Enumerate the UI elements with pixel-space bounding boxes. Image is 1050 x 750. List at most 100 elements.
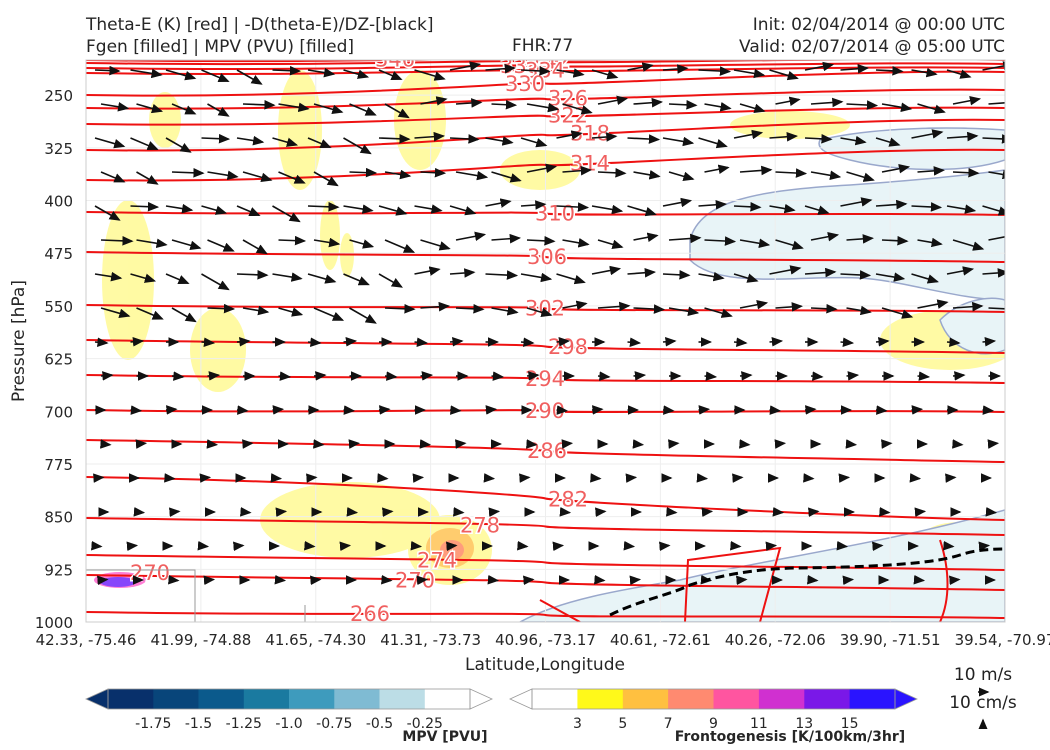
wind-vector <box>207 371 221 381</box>
wind-vector <box>597 371 611 381</box>
theta-e-contour-label: 346 <box>375 47 415 71</box>
wind-vector <box>485 270 519 280</box>
colorbar-extend-left <box>85 688 109 710</box>
wind-vector <box>168 574 180 585</box>
wind-vector <box>804 267 837 278</box>
theta-e-contour <box>539 599 581 622</box>
title-line-1: Theta-E (K) [red] | -D(theta-E)/DZ-[blac… <box>86 15 434 35</box>
wind-vector <box>97 575 109 586</box>
wind-vector <box>94 271 123 282</box>
wind-vector <box>698 271 725 282</box>
wind-vector <box>520 272 553 283</box>
wind-vector <box>591 265 622 276</box>
wind-vector <box>985 506 998 517</box>
wind-vector <box>846 371 860 381</box>
theta-e-contour <box>939 539 949 622</box>
wind-vector <box>804 205 830 215</box>
colorbar-segment <box>713 689 760 709</box>
wind-vector <box>242 439 254 449</box>
wind-vector <box>201 133 231 144</box>
wind-vector <box>769 69 799 81</box>
wind-vector <box>949 575 961 586</box>
wind-vector <box>491 233 521 244</box>
wind-vector <box>982 268 1005 278</box>
colorbar-segment <box>577 689 624 709</box>
wind-vector <box>278 307 304 317</box>
wind-vector <box>627 267 656 278</box>
theta-e-contour-label: 306 <box>527 245 567 269</box>
wind-vector <box>384 239 416 253</box>
wind-vector <box>946 131 979 142</box>
wind-vector <box>704 307 733 318</box>
theta-e-contour <box>86 374 1005 384</box>
wind-vector <box>377 473 389 483</box>
wind-vector <box>272 65 302 76</box>
x-tick-label: 40.26, -72.06 <box>725 631 826 649</box>
wind-vector <box>349 103 377 116</box>
wind-vector <box>165 405 178 415</box>
theta-e-contour <box>86 439 1005 463</box>
wind-vector <box>804 61 835 72</box>
wind-vector <box>662 64 689 74</box>
wind-vector <box>804 405 817 415</box>
wind-vector <box>455 170 489 181</box>
colorbar-tick-label: 5 <box>618 716 627 732</box>
wind-vector <box>307 337 322 347</box>
wind-vector <box>623 540 636 551</box>
wind-vector <box>378 405 391 415</box>
colorbar-segment <box>243 689 290 709</box>
wind-vector <box>130 201 160 212</box>
wind-vector <box>982 337 997 347</box>
wind-vector <box>804 134 833 144</box>
wind-vector <box>633 371 647 381</box>
wind-vector <box>313 439 325 449</box>
mpv-region <box>689 169 1005 301</box>
wind-vector <box>845 439 858 449</box>
wind-vector <box>339 541 352 552</box>
wind-vector <box>419 439 432 449</box>
wind-vector <box>698 137 728 149</box>
wind-vector <box>526 102 560 113</box>
theta-e-contour <box>684 546 782 622</box>
wind-vector <box>875 66 904 76</box>
wind-vector <box>130 405 143 415</box>
theta-e-contour <box>86 60 676 63</box>
wind-vector <box>917 299 949 309</box>
colorbar-frame <box>531 688 896 710</box>
wind-vector <box>774 439 787 449</box>
wind-vector <box>739 103 766 113</box>
wind-vector <box>978 541 991 552</box>
colorbar-segment <box>758 689 805 709</box>
terrain-outline <box>86 569 196 622</box>
wind-vector <box>769 131 798 142</box>
mpv-fill <box>519 127 1005 622</box>
wind-vector <box>838 473 851 483</box>
wind-vector <box>343 273 370 286</box>
wind-vector <box>201 337 216 347</box>
wind-vector <box>349 167 378 178</box>
wind-vector <box>272 405 285 415</box>
wind-vector <box>836 540 849 551</box>
fgen-region-purple <box>100 577 136 587</box>
wind-vector <box>420 239 451 251</box>
fgen-region <box>278 70 322 190</box>
fgen-colorbar: 3 5 7 9 11 13 15 <box>509 688 918 732</box>
wind-vector <box>272 205 301 223</box>
wind-vector <box>94 137 126 149</box>
forecast-hour: FHR:77 <box>512 36 574 56</box>
wind-vector <box>875 272 906 282</box>
wind-vector <box>100 307 131 318</box>
colorbar-tick-label: -0.5 <box>366 716 393 732</box>
wind-vector <box>952 371 966 381</box>
run-times: Init: 02/04/2014 @ 00:00 UTC Valid: 02/0… <box>739 14 1005 58</box>
wind-vector <box>203 575 216 586</box>
wind-key-horizontal: 10 m/s <box>954 665 1012 685</box>
wind-vector <box>313 237 341 248</box>
wind-vector <box>701 507 714 518</box>
wind-vector <box>952 96 982 106</box>
wind-vector <box>875 405 888 415</box>
wind-vector <box>704 371 718 381</box>
wind-vector <box>94 65 121 76</box>
wind-vector <box>881 235 909 246</box>
wind-vector <box>384 169 412 180</box>
